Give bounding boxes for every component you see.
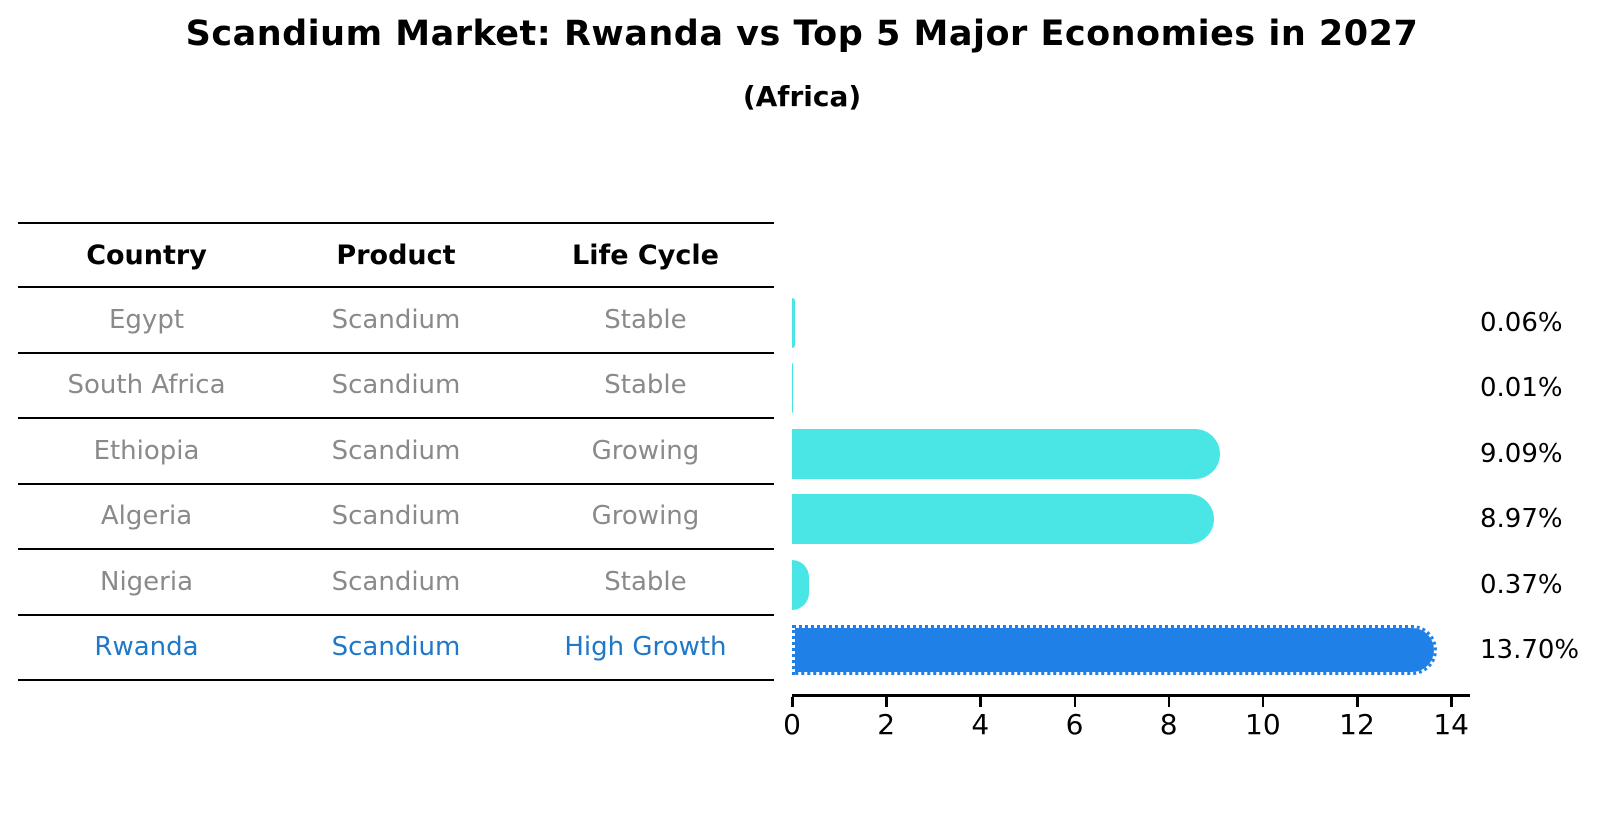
value-label-ethiopia: 9.09%	[1480, 438, 1563, 469]
bar-ethiopia	[792, 428, 1220, 479]
table-header-country: Country	[86, 239, 207, 271]
x-axis-tick-label: 8	[1159, 708, 1178, 741]
x-axis-tick	[791, 697, 794, 707]
x-axis-tick-label: 0	[783, 708, 801, 741]
cell-life-cycle: High Growth	[564, 632, 727, 663]
cell-product: Scandium	[331, 370, 461, 401]
cell-product: Scandium	[331, 435, 461, 466]
table-header-row: Country Product Life Cycle	[18, 222, 774, 288]
bar-row	[792, 487, 1470, 553]
value-label-algeria: 8.97%	[1480, 504, 1563, 535]
x-axis-tick-label: 10	[1245, 708, 1281, 741]
bar-row	[792, 290, 1470, 356]
x-axis-tick	[1261, 697, 1265, 707]
cell-life-cycle: Growing	[591, 501, 700, 532]
bar-algeria	[792, 494, 1215, 544]
table-row-rwanda: Rwanda Scandium High Growth	[18, 616, 774, 681]
x-axis-tick-label: 12	[1339, 708, 1375, 741]
cell-product: Scandium	[331, 632, 461, 663]
cell-product: Scandium	[331, 501, 461, 532]
table-row-egypt: Egypt Scandium Stable	[18, 288, 774, 354]
x-axis: 0 2 4 6 8 10 12 14	[783, 694, 1470, 754]
value-label-rwanda: 13.70%	[1480, 635, 1580, 666]
table-row-algeria: Algeria Scandium Growing	[18, 485, 774, 550]
bar-nigeria	[792, 559, 810, 610]
cell-country: Nigeria	[100, 566, 194, 597]
cell-life-cycle: Stable	[604, 304, 687, 335]
bar-row	[792, 618, 1470, 684]
x-axis-tick	[1167, 697, 1171, 707]
table-header-life-cycle: Life Cycle	[572, 239, 719, 271]
x-axis-tick	[1450, 697, 1453, 707]
cell-country: Rwanda	[94, 632, 199, 663]
country-table: Country Product Life Cycle Egypt Scandiu…	[18, 222, 774, 681]
cell-life-cycle: Stable	[604, 370, 687, 401]
bar-row	[792, 552, 1470, 618]
x-axis-tick-label: 14	[1433, 708, 1469, 741]
bar-row	[792, 421, 1470, 487]
x-axis-tick	[1073, 697, 1076, 707]
bar-row	[792, 356, 1470, 422]
value-label-nigeria: 0.37%	[1480, 569, 1563, 600]
cell-country: Algeria	[100, 501, 193, 532]
x-axis-tick	[979, 697, 982, 707]
table-header-product: Product	[336, 239, 456, 271]
x-axis-tick	[885, 697, 888, 707]
value-label-column: 0.06% 0.01% 9.09% 8.97% 0.37% 13.70%	[1480, 290, 1600, 683]
cell-product: Scandium	[331, 566, 461, 597]
cell-country: Ethiopia	[93, 435, 200, 466]
cell-product: Scandium	[331, 304, 461, 335]
bar-egypt	[792, 297, 795, 348]
bar-rwanda	[792, 625, 1438, 675]
cell-life-cycle: Stable	[604, 566, 687, 597]
table-row-ethiopia: Ethiopia Scandium Growing	[18, 419, 774, 485]
chart-subtitle: (Africa)	[742, 80, 862, 113]
cell-country: South Africa	[67, 370, 226, 401]
x-axis-tick	[1356, 697, 1359, 707]
value-label-egypt: 0.06%	[1480, 307, 1563, 338]
x-axis-tick-label: 2	[877, 708, 896, 741]
value-label-south-africa: 0.01%	[1480, 373, 1563, 404]
cell-life-cycle: Growing	[591, 435, 700, 466]
x-axis-tick-label: 6	[1065, 708, 1084, 741]
bar-plot-area	[792, 290, 1470, 683]
chart-title: Scandium Market: Rwanda vs Top 5 Major E…	[185, 14, 1419, 54]
x-axis-spine	[792, 694, 1470, 697]
cell-country: Egypt	[109, 304, 185, 335]
x-axis-tick-label: 4	[971, 708, 990, 741]
table-row-south-africa: South Africa Scandium Stable	[18, 354, 774, 419]
table-row-nigeria: Nigeria Scandium Stable	[18, 550, 774, 616]
